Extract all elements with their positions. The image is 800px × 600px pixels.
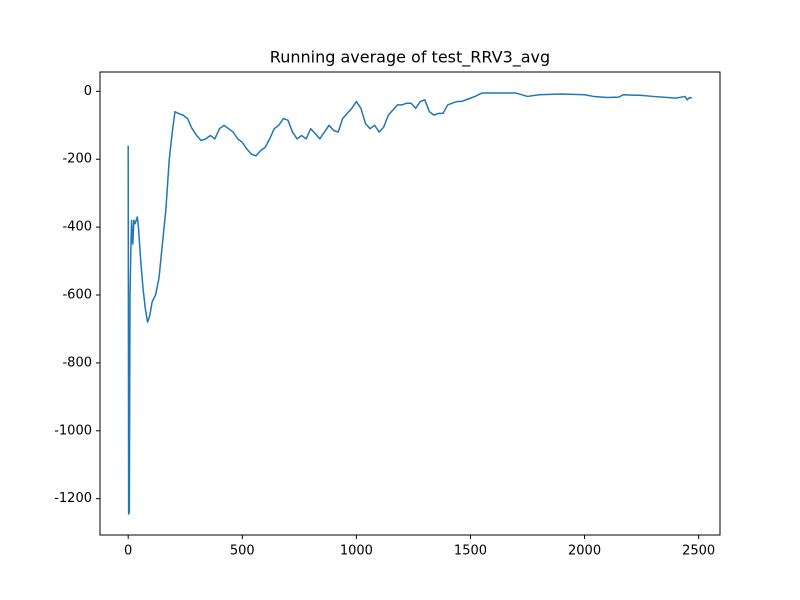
y-tick-label: -800 — [62, 355, 92, 370]
x-tick-label: 2500 — [682, 544, 715, 559]
x-tick-label: 1000 — [340, 544, 373, 559]
y-tick-label: -600 — [62, 288, 92, 303]
plot-frame — [99, 71, 721, 536]
y-tick-label: 0 — [84, 84, 92, 99]
data-line — [127, 92, 693, 515]
y-tick-label: -200 — [62, 152, 92, 167]
x-tick-label: 1500 — [454, 544, 487, 559]
chart-title: Running average of test_RRV3_avg — [270, 48, 550, 68]
y-tick-label: -1200 — [54, 491, 92, 506]
x-tick-label: 2000 — [568, 544, 601, 559]
y-tick-label: -1000 — [54, 423, 92, 438]
x-tick-label: 0 — [124, 544, 132, 559]
x-tick-label: 500 — [230, 544, 255, 559]
y-tick-label: -400 — [62, 220, 92, 235]
